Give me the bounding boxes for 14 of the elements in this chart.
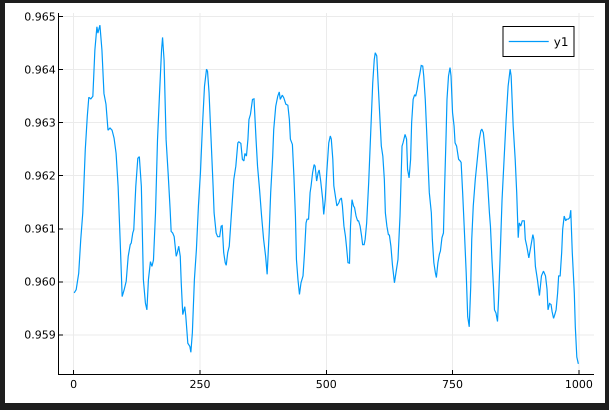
x-tick-label: 750 xyxy=(442,378,464,392)
y-tick-label: 0.960 xyxy=(24,276,56,289)
x-tick-label: 500 xyxy=(316,378,337,392)
y-tick-label: 0.965 xyxy=(24,10,56,24)
y-tick-label: 0.962 xyxy=(24,170,56,183)
y-tick-label: 0.964 xyxy=(24,64,56,77)
x-tick-label: 0 xyxy=(70,378,78,392)
line-series xyxy=(74,24,579,365)
legend-label: y1 xyxy=(554,35,568,50)
x-tick-label: 250 xyxy=(189,378,210,392)
y-tick-label: 0.961 xyxy=(24,222,56,236)
y-tick-label: 0.963 xyxy=(24,116,56,130)
x-tick-label: 1000 xyxy=(564,378,593,392)
y-tick-label: 0.959 xyxy=(24,328,56,342)
